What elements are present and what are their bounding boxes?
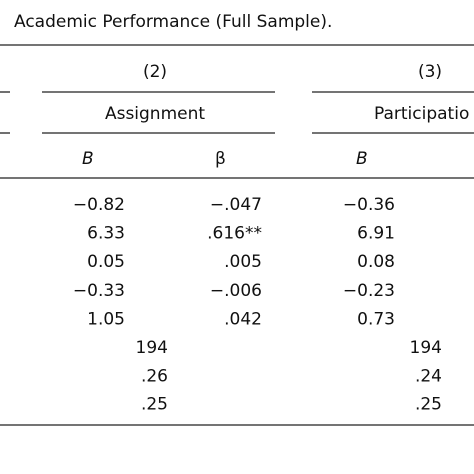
cell: 1.05 [87, 309, 125, 329]
cell: .042 [224, 309, 262, 329]
subheader: B [82, 149, 94, 169]
cell: 0.05 [87, 252, 125, 272]
summary-cell: .26 [141, 366, 168, 386]
group-number: (3) [418, 62, 442, 82]
summary-cell: .25 [415, 395, 442, 415]
cell: 0.08 [357, 252, 395, 272]
cell: −0.82 [73, 195, 125, 215]
cell: −.006 [210, 281, 262, 301]
cell: −0.36 [343, 195, 395, 215]
cell: 6.33 [87, 224, 125, 244]
cell: 0.73 [357, 309, 395, 329]
group-label: Participatio [374, 104, 469, 124]
summary-cell: .25 [141, 395, 168, 415]
group-number: (2) [143, 62, 167, 82]
subheader: β [215, 149, 226, 169]
group-label: Assignment [105, 104, 205, 124]
cell: .005 [224, 252, 262, 272]
cell: −0.33 [73, 281, 125, 301]
summary-cell: 194 [136, 338, 168, 358]
subheader: B [356, 149, 368, 169]
cell: −0.23 [343, 281, 395, 301]
summary-cell: .24 [415, 366, 442, 386]
summary-cell: 194 [410, 338, 442, 358]
cell: .616** [207, 224, 262, 244]
cell: −.047 [210, 195, 262, 215]
table-title: Academic Performance (Full Sample). [14, 12, 332, 32]
cell: 6.91 [357, 224, 395, 244]
